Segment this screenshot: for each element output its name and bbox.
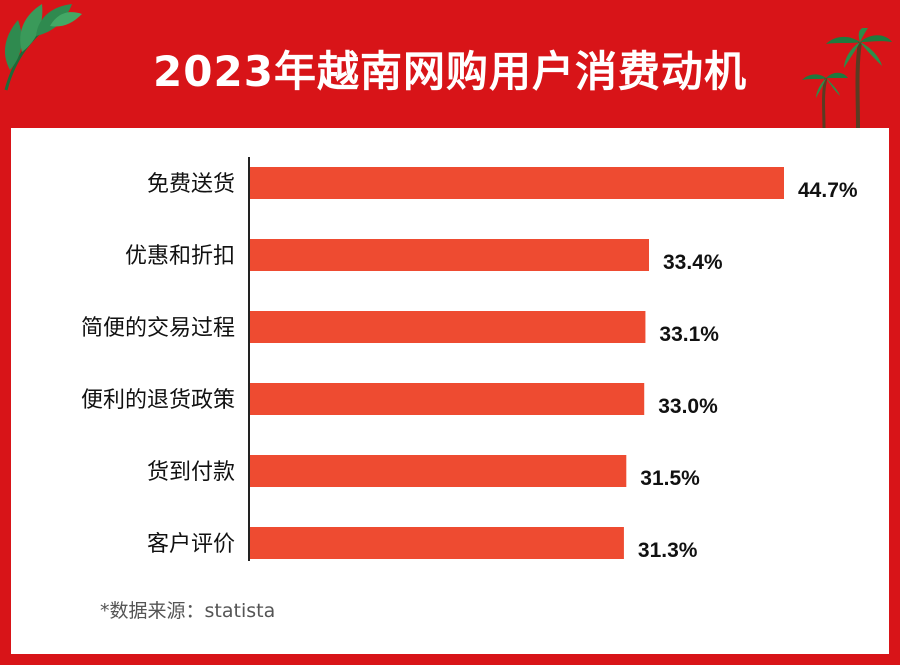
- category-label: 便利的退货政策: [81, 388, 235, 413]
- bar: [250, 311, 646, 343]
- bar: [250, 527, 624, 559]
- page-title: 2023年越南网购用户消费动机: [153, 47, 747, 96]
- value-label: 31.5%: [640, 467, 700, 490]
- category-label: 优惠和折扣: [125, 244, 235, 269]
- bar: [250, 455, 627, 487]
- value-label: 33.1%: [659, 323, 719, 346]
- category-label: 货到付款: [147, 460, 235, 485]
- value-label: 44.7%: [798, 179, 858, 202]
- source-note: *数据来源：statista: [100, 600, 276, 622]
- bar: [250, 239, 650, 271]
- value-label: 33.0%: [658, 395, 718, 418]
- bar: [250, 383, 645, 415]
- value-label: 31.3%: [638, 539, 698, 562]
- palm-leaf-icon: [4, 4, 82, 91]
- header-banner: 2023年越南网购用户消费动机: [0, 0, 900, 128]
- category-label: 免费送货: [147, 172, 235, 197]
- bar: [250, 167, 784, 199]
- palm-tree-icon: [802, 28, 892, 128]
- value-label: 33.4%: [663, 251, 723, 274]
- category-label: 简便的交易过程: [81, 316, 235, 341]
- category-label: 客户评价: [147, 532, 235, 557]
